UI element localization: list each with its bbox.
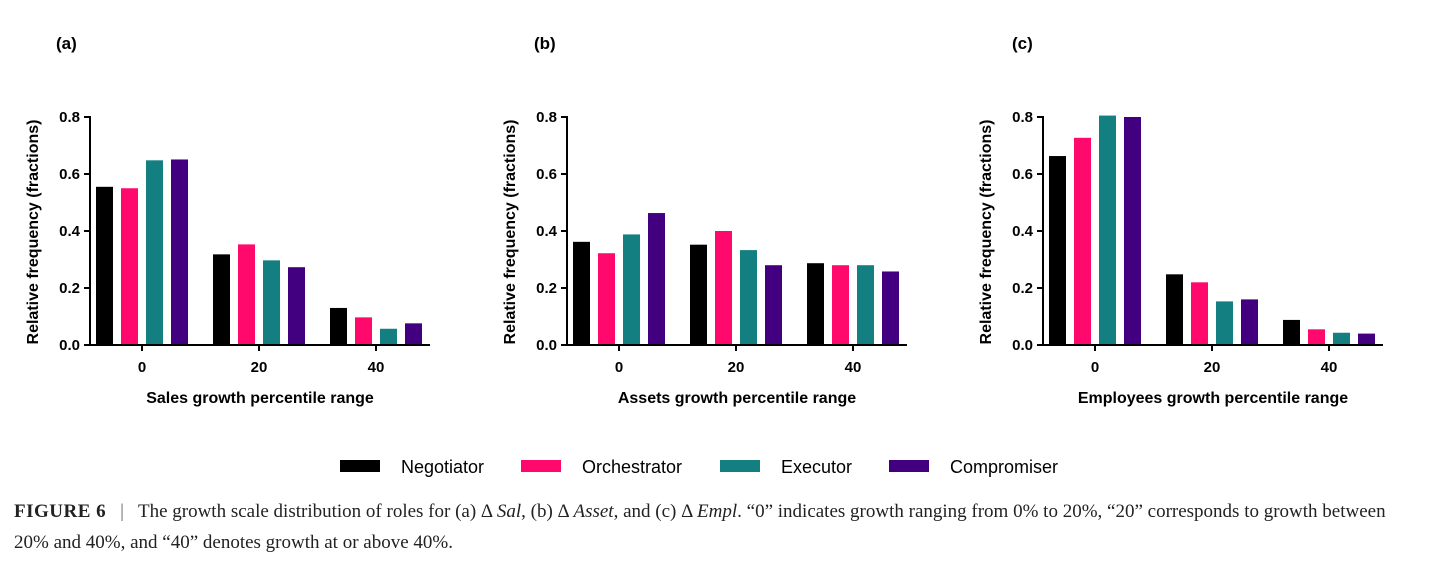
y-tick-label: 0.2 bbox=[536, 280, 557, 297]
x-axis-title: Sales growth percentile range bbox=[146, 390, 374, 407]
legend-label-orchestrator: Orchestrator bbox=[582, 457, 682, 477]
x-tick-label: 20 bbox=[728, 359, 745, 376]
y-axis-title: Relative frequency (fractions) bbox=[25, 120, 42, 345]
legend-swatch-executor bbox=[720, 460, 760, 472]
caption-italic-asset: Asset bbox=[573, 501, 614, 522]
caption-text-1: The growth scale distribution of roles f… bbox=[137, 501, 497, 522]
caption-text-2: , (b) Δ bbox=[521, 501, 574, 522]
bar-negotiator-20 bbox=[690, 244, 707, 345]
bar-compromiser-0 bbox=[171, 159, 188, 345]
legend-swatch-compromiser bbox=[889, 460, 929, 472]
panel-letter: (c) bbox=[1012, 34, 1033, 53]
bar-compromiser-20 bbox=[288, 267, 305, 345]
y-tick-label: 0.6 bbox=[536, 166, 557, 183]
y-tick-label: 0.8 bbox=[59, 109, 80, 126]
x-tick-label: 0 bbox=[138, 359, 146, 376]
legend-swatch-orchestrator bbox=[521, 460, 561, 472]
x-axis-title: Employees growth percentile range bbox=[1078, 390, 1348, 407]
bar-negotiator-20 bbox=[213, 254, 230, 345]
panel-letter: (b) bbox=[534, 34, 556, 53]
caption-text-4: . “0” indicates growth ranging from 0% t… bbox=[14, 501, 1386, 553]
charts-canvas: (a) 0.0 0.2 0.4 0.6 0.8 0 20 40 Sales growth perc… bbox=[25, 34, 1383, 477]
y-tick-label: 0.0 bbox=[536, 337, 557, 354]
caption-separator: | bbox=[120, 501, 124, 522]
caption-italic-sal: Sal bbox=[496, 501, 522, 522]
bar-compromiser-40 bbox=[1358, 333, 1375, 345]
bar-negotiator-20 bbox=[1166, 274, 1183, 345]
y-tick-label: 0.4 bbox=[536, 223, 558, 240]
legend-label-compromiser: Compromiser bbox=[950, 457, 1058, 477]
legend-label-negotiator: Negotiator bbox=[401, 457, 484, 477]
legend-item-negotiator: Negotiator bbox=[340, 457, 484, 477]
bar-compromiser-0 bbox=[1124, 117, 1141, 345]
x-tick-label: 20 bbox=[251, 359, 268, 376]
bar-executor-0 bbox=[1099, 115, 1116, 345]
y-axis-title: Relative frequency (fractions) bbox=[978, 120, 995, 345]
bar-orchestrator-0 bbox=[1074, 137, 1091, 345]
bar-orchestrator-20 bbox=[1191, 282, 1208, 345]
bar-negotiator-40 bbox=[1283, 319, 1300, 345]
bar-executor-20 bbox=[1216, 301, 1233, 345]
legend: Negotiator Orchestrator Executor Compromise… bbox=[340, 457, 1058, 477]
x-tick-label: 40 bbox=[368, 359, 385, 376]
y-tick-label: 0.6 bbox=[1012, 166, 1033, 183]
bar-orchestrator-40 bbox=[1308, 329, 1325, 345]
legend-item-executor: Executor bbox=[720, 457, 852, 477]
x-tick-label: 40 bbox=[1321, 359, 1338, 376]
y-axis-title: Relative frequency (fractions) bbox=[502, 120, 519, 345]
x-tick-label: 20 bbox=[1204, 359, 1221, 376]
chart-panel-3: (c) 0.0 0.2 0.4 0.6 0.8 0 20 40 Employees growth … bbox=[978, 34, 1383, 407]
y-tick-label: 0.0 bbox=[1012, 337, 1033, 354]
bar-executor-40 bbox=[380, 328, 397, 345]
x-tick-label: 0 bbox=[1091, 359, 1099, 376]
y-tick-label: 0.4 bbox=[1012, 223, 1034, 240]
legend-swatch-negotiator bbox=[340, 460, 380, 472]
x-tick-label: 40 bbox=[845, 359, 862, 376]
legend-label-executor: Executor bbox=[781, 457, 852, 477]
x-tick-label: 0 bbox=[615, 359, 623, 376]
bar-orchestrator-0 bbox=[121, 188, 138, 345]
caption-text-3: , and (c) Δ bbox=[613, 501, 698, 522]
legend-item-orchestrator: Orchestrator bbox=[521, 457, 682, 477]
y-tick-label: 0.2 bbox=[1012, 280, 1033, 297]
bar-negotiator-0 bbox=[1049, 156, 1066, 345]
y-tick-label: 0.8 bbox=[1012, 109, 1033, 126]
bar-negotiator-0 bbox=[96, 186, 113, 345]
bar-executor-40 bbox=[1333, 332, 1350, 345]
bar-orchestrator-40 bbox=[355, 317, 372, 345]
panel-letter: (a) bbox=[56, 34, 77, 53]
y-tick-label: 0.2 bbox=[59, 280, 80, 297]
bar-orchestrator-40 bbox=[832, 265, 849, 345]
bar-compromiser-20 bbox=[1241, 299, 1258, 345]
bar-executor-20 bbox=[740, 250, 757, 345]
y-tick-label: 0.8 bbox=[536, 109, 557, 126]
figure-caption: FIGURE 6 | The growth scale distribution o… bbox=[14, 496, 1414, 558]
bar-executor-20 bbox=[263, 260, 280, 345]
bar-orchestrator-20 bbox=[238, 244, 255, 345]
y-tick-label: 0.0 bbox=[59, 337, 80, 354]
bar-compromiser-20 bbox=[765, 265, 782, 345]
bar-executor-0 bbox=[623, 234, 640, 345]
bar-orchestrator-0 bbox=[598, 253, 615, 345]
caption-italic-empl: Empl bbox=[697, 501, 738, 522]
bar-orchestrator-20 bbox=[715, 231, 732, 345]
legend-item-compromiser: Compromiser bbox=[889, 457, 1058, 477]
bar-compromiser-40 bbox=[405, 323, 422, 345]
bar-executor-0 bbox=[146, 160, 163, 345]
y-tick-label: 0.6 bbox=[59, 166, 80, 183]
chart-panel-1: (a) 0.0 0.2 0.4 0.6 0.8 0 20 40 Sales growth perc… bbox=[25, 34, 430, 407]
x-axis-title: Assets growth percentile range bbox=[618, 390, 856, 407]
bar-negotiator-40 bbox=[330, 307, 347, 345]
chart-panel-2: (b) 0.0 0.2 0.4 0.6 0.8 0 20 40 Assets growth per… bbox=[502, 34, 907, 407]
bar-compromiser-0 bbox=[648, 213, 665, 345]
bar-compromiser-40 bbox=[882, 271, 899, 345]
bar-negotiator-40 bbox=[807, 263, 824, 345]
y-tick-label: 0.4 bbox=[59, 223, 81, 240]
bar-negotiator-0 bbox=[573, 241, 590, 345]
caption-figure-label: FIGURE 6 bbox=[14, 501, 107, 522]
bar-executor-40 bbox=[857, 265, 874, 345]
